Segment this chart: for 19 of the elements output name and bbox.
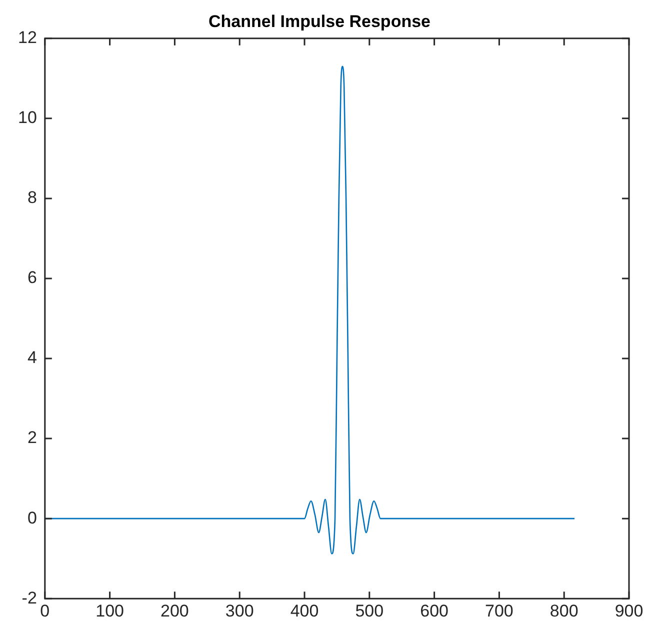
- y-tick-label: 8: [27, 188, 37, 208]
- x-tick-label: 700: [485, 601, 514, 620]
- y-tick-label: 2: [27, 428, 37, 448]
- x-tick-label: 600: [420, 601, 448, 620]
- x-tick-label: 100: [96, 601, 124, 620]
- x-tick-label: 800: [550, 601, 578, 620]
- y-tick-label: -2: [22, 588, 37, 608]
- x-tick-label: 400: [290, 601, 319, 620]
- y-tick-label: 10: [18, 108, 37, 128]
- x-tick-label: 500: [355, 601, 384, 620]
- chart-title: Channel Impulse Response: [208, 12, 430, 31]
- y-tick-label: 12: [18, 28, 37, 48]
- y-tick-label: 4: [27, 348, 37, 368]
- y-tick-label: 6: [27, 268, 37, 288]
- x-tick-label: 900: [614, 601, 644, 620]
- x-tick-label: 0: [40, 601, 50, 620]
- x-tick-label: 300: [225, 601, 254, 620]
- y-tick-label: 0: [27, 508, 37, 528]
- x-tick-label: 200: [160, 601, 189, 620]
